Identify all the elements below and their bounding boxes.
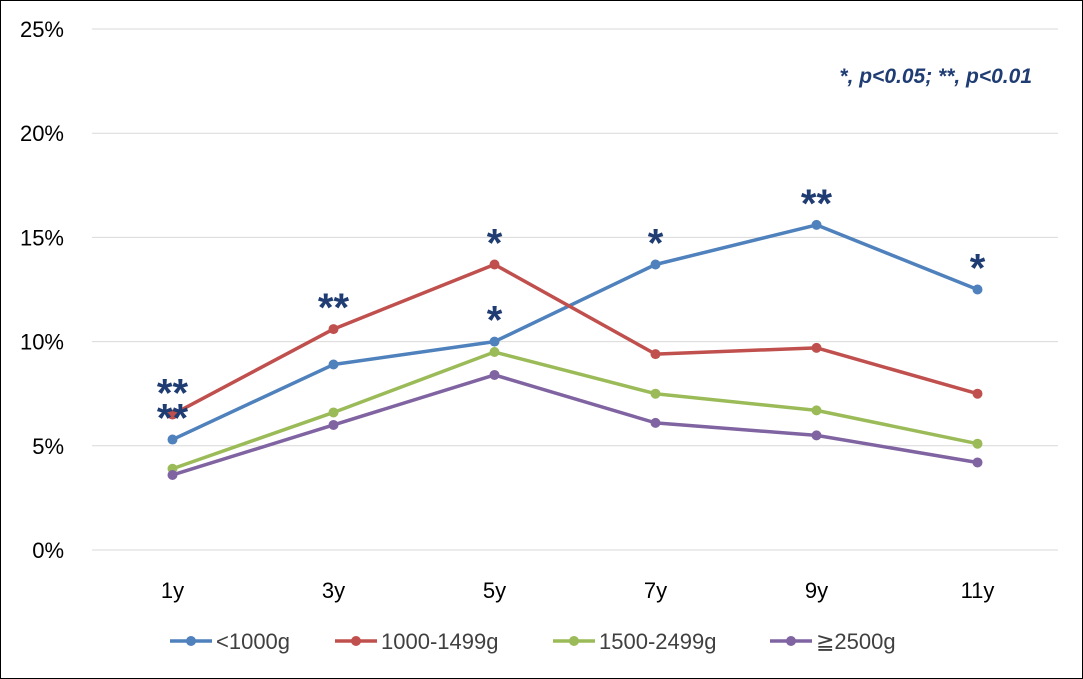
data-point bbox=[328, 324, 339, 335]
data-point bbox=[489, 336, 500, 347]
series-line bbox=[171, 350, 978, 471]
data-point bbox=[489, 347, 500, 358]
y-tick-label: 25% bbox=[20, 17, 64, 42]
significance-mark: ** bbox=[157, 397, 189, 441]
data-point bbox=[650, 388, 661, 399]
x-tick-label: 1y bbox=[161, 578, 184, 603]
x-tick-label: 9y bbox=[805, 578, 828, 603]
series-line bbox=[171, 223, 979, 442]
data-point bbox=[328, 419, 339, 430]
y-tick-label: 10% bbox=[20, 330, 64, 355]
x-tick-label: 11y bbox=[961, 578, 995, 603]
data-point bbox=[167, 409, 178, 420]
data-point bbox=[811, 342, 822, 353]
data-point bbox=[811, 430, 822, 441]
legend-marker bbox=[786, 636, 796, 646]
legend-marker bbox=[351, 636, 361, 646]
data-point bbox=[811, 405, 822, 416]
significance-mark: * bbox=[487, 221, 503, 265]
significance-mark: ** bbox=[801, 182, 833, 226]
data-point bbox=[489, 369, 500, 380]
data-point bbox=[650, 349, 661, 360]
y-tick-label: 15% bbox=[20, 225, 64, 250]
data-point bbox=[972, 457, 983, 468]
legend-label: 1000-1499g bbox=[381, 629, 498, 654]
y-tick-label: 5% bbox=[32, 434, 64, 459]
series-line bbox=[171, 262, 978, 417]
data-point bbox=[972, 438, 983, 449]
data-point bbox=[650, 417, 661, 428]
y-tick-label: 0% bbox=[32, 538, 64, 563]
legend-label: <1000g bbox=[216, 629, 290, 654]
data-point bbox=[167, 469, 178, 480]
data-point bbox=[811, 219, 822, 230]
data-point bbox=[972, 388, 983, 399]
y-tick-label: 20% bbox=[20, 121, 64, 146]
data-point bbox=[167, 434, 178, 445]
legend-label: ≧2500g bbox=[816, 629, 896, 654]
data-point bbox=[489, 259, 500, 270]
data-point bbox=[972, 284, 983, 295]
x-tick-label: 7y bbox=[644, 578, 667, 603]
significance-mark: * bbox=[648, 221, 664, 265]
legend-marker bbox=[569, 636, 579, 646]
data-point bbox=[328, 359, 339, 370]
significance-note: *, p<0.05; **, p<0.01 bbox=[839, 65, 1032, 88]
x-tick-label: 3y bbox=[322, 578, 345, 603]
data-point bbox=[328, 407, 339, 418]
series-line bbox=[171, 373, 978, 477]
x-tick-label: 5y bbox=[483, 578, 506, 603]
legend-label: 1500-2499g bbox=[599, 629, 716, 654]
legend-marker bbox=[186, 636, 196, 646]
significance-mark: * bbox=[970, 247, 986, 291]
significance-mark: * bbox=[487, 299, 503, 343]
data-point bbox=[650, 259, 661, 270]
significance-mark: ** bbox=[157, 372, 189, 416]
significance-mark: ** bbox=[318, 286, 350, 330]
